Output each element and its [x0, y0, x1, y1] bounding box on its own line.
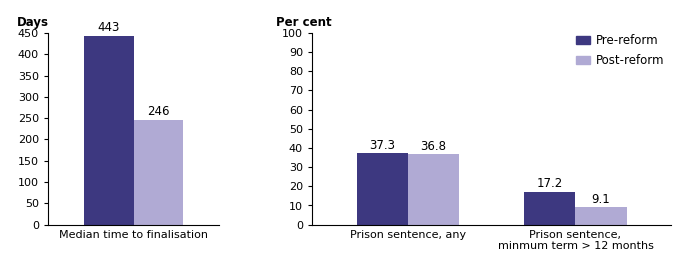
Text: 37.3: 37.3 [369, 139, 395, 152]
Bar [524, 192, 575, 225]
Bar [84, 36, 134, 225]
Text: 443: 443 [97, 21, 120, 34]
Bar [357, 153, 408, 225]
Text: 17.2: 17.2 [537, 177, 563, 190]
Text: 246: 246 [147, 105, 170, 118]
Text: Per cent: Per cent [276, 16, 332, 29]
Text: 9.1: 9.1 [592, 193, 610, 206]
Bar [408, 154, 459, 225]
Bar [575, 207, 627, 225]
Bar [134, 120, 184, 225]
Legend: Pre-reform, Post-reform: Pre-reform, Post-reform [571, 29, 669, 72]
Text: Days: Days [17, 16, 49, 29]
Text: 36.8: 36.8 [421, 139, 447, 153]
